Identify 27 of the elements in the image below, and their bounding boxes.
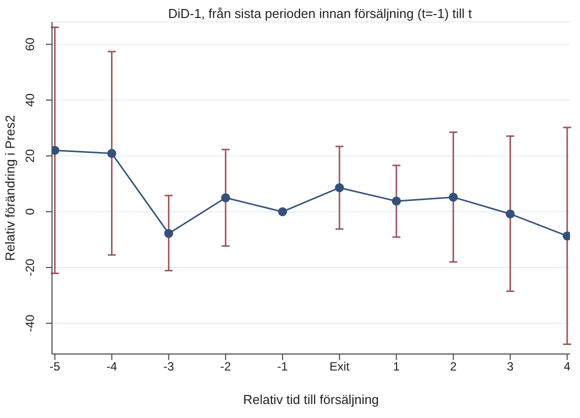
x-tick-label: Exit [329,360,350,374]
point [334,183,344,192]
point [506,209,515,218]
point [107,148,116,158]
point [278,207,288,216]
point [164,228,174,238]
y-tick-label: 0 [23,208,37,216]
point [392,196,401,206]
y-tick-label: 20 [23,148,37,163]
chart-title: DiD-1, från sista perioden innan försäljning (t=-1) till t [167,6,473,21]
point [448,192,458,202]
x-tick-label: -3 [163,360,174,374]
x-tick-label: 2 [450,360,457,374]
x-tick-label: -5 [50,360,61,374]
y-tick-label: 60 [23,37,37,51]
x-tick-label: 1 [393,360,400,374]
y-axis-title: Relativ förändring i Pres2 [2,115,18,261]
x-tick-label: 4 [564,360,571,374]
x-tick-label: -2 [220,360,232,374]
x-tick-label: -1 [277,360,288,374]
x-tick-label: -4 [106,360,118,374]
x-tick-label: 3 [506,360,514,374]
y-tick-label: 40 [23,93,37,107]
point [221,193,230,202]
y-tick-label: -20 [23,258,37,276]
x-axis-title: Relativ tid till försäljning [243,392,379,407]
y-tick-label: -40 [23,314,37,332]
